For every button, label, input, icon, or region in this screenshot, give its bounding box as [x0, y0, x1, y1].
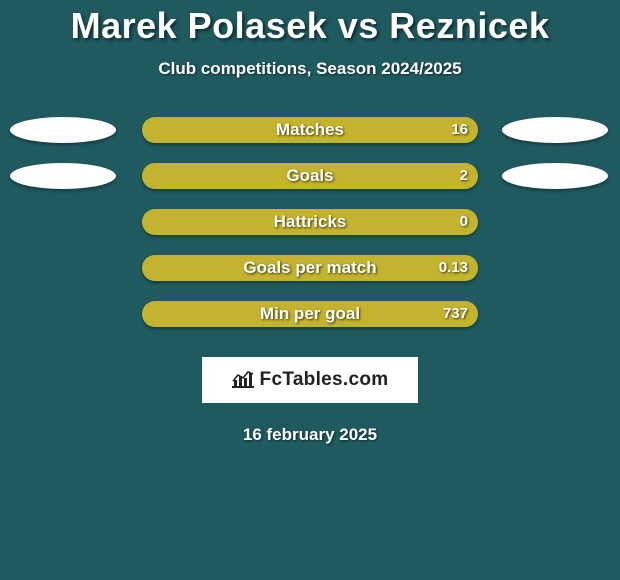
stat-row: Matches16: [4, 117, 616, 143]
stat-bar-fill: [142, 209, 478, 235]
source-badge: FcTables.com: [202, 357, 418, 403]
page: Marek Polasek vs Reznicek Club competiti…: [0, 0, 620, 580]
stat-bar-fill: [142, 163, 478, 189]
stat-bar-fill: [142, 255, 478, 281]
chart-icon: [232, 370, 254, 388]
stat-bar-fill: [142, 301, 478, 327]
stat-bar: Goals per match0.13: [142, 255, 478, 281]
stat-row: Min per goal737: [4, 301, 616, 327]
stat-row: Goals2: [4, 163, 616, 189]
source-badge-text: FcTables.com: [260, 369, 389, 390]
player-right-ellipse: [502, 163, 608, 189]
stat-bar: Hattricks0: [142, 209, 478, 235]
stat-bar-fill: [142, 117, 478, 143]
stat-bar: Matches16: [142, 117, 478, 143]
stat-bar: Min per goal737: [142, 301, 478, 327]
date: 16 february 2025: [4, 425, 616, 445]
player-left-ellipse: [10, 117, 116, 143]
subtitle: Club competitions, Season 2024/2025: [4, 59, 616, 79]
player-right-ellipse: [502, 117, 608, 143]
page-title: Marek Polasek vs Reznicek: [4, 5, 616, 47]
stat-row: Goals per match0.13: [4, 255, 616, 281]
stat-row: Hattricks0: [4, 209, 616, 235]
stats-block: Matches16 Goals2 Hattricks0 Goals per match…: [4, 117, 616, 327]
stat-bar: Goals2: [142, 163, 478, 189]
player-left-ellipse: [10, 163, 116, 189]
